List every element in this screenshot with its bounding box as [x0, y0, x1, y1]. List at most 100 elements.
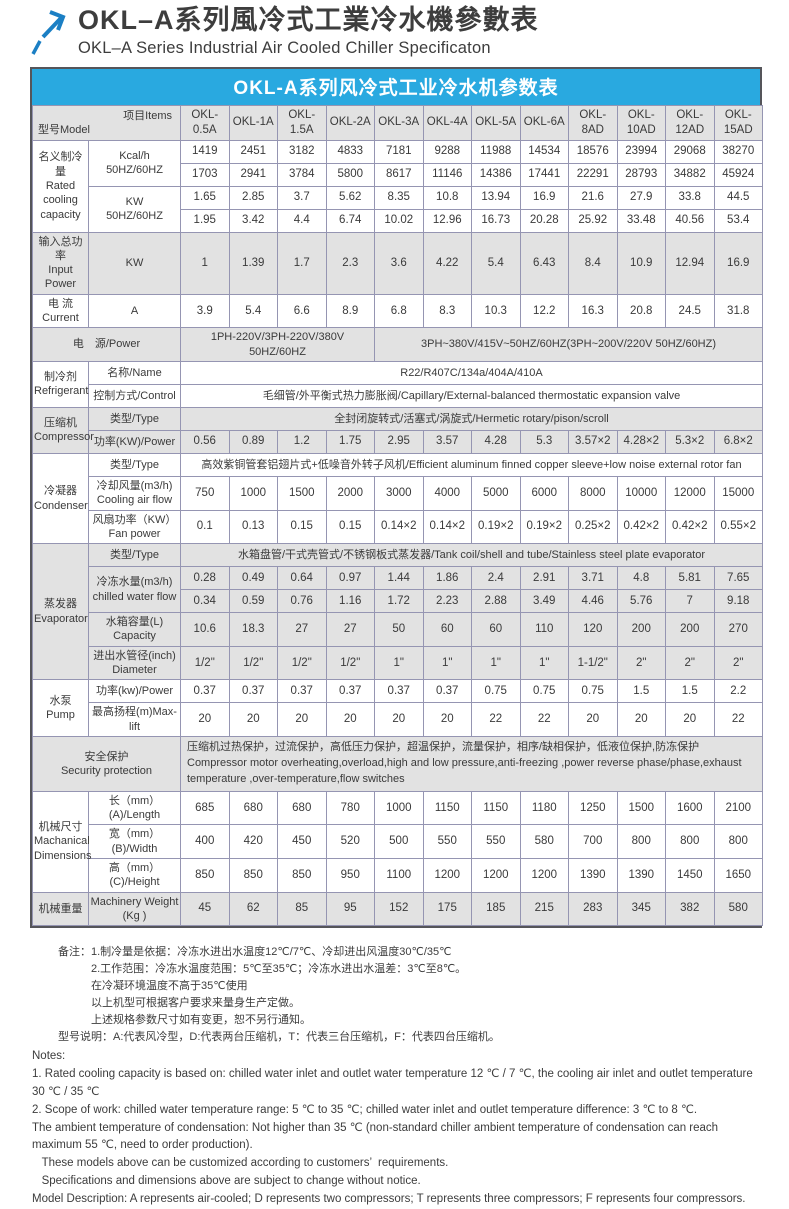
spec-value: 16.9	[519, 185, 569, 210]
spec-value: 12000	[665, 475, 715, 511]
spec-value: 0.55×2	[713, 509, 763, 545]
arrow-up-right-icon	[31, 10, 66, 55]
table-row: 压缩机 Compressor 类型/Type 全封闭旋转式/活塞式/涡旋式/Herm…	[32, 406, 763, 454]
spec-value: 2"	[713, 645, 763, 681]
spec-value: 1"	[422, 645, 472, 681]
spec-value: 2100	[713, 790, 763, 826]
spec-value: 20.28	[519, 208, 569, 233]
spec-value: 4.28	[471, 429, 521, 454]
spec-value: 7	[665, 589, 715, 614]
spec-value: 4.28×2	[616, 429, 666, 454]
model-column-header: OKL-8AD	[568, 104, 618, 141]
table-title: OKL-A系列风冷式工业冷水机参数表	[32, 68, 760, 105]
notes-zh: 备注：1.制冷量是依据：冷冻水进出水温度12℃/7℃、冷却进出风温度30℃/35…	[58, 944, 762, 1046]
spec-value: 1.5	[665, 679, 715, 704]
spec-value: 0.37	[422, 679, 472, 704]
spec-value: 3182	[277, 139, 327, 164]
power-supply-three: 3PH~380V/415V~50HZ/60HZ(3PH~200V/220V 50…	[374, 327, 763, 362]
spec-value: 1390	[568, 857, 618, 893]
spec-value: 1.7	[277, 231, 327, 295]
spec-value: 6.43	[519, 231, 569, 295]
spec-value: 550	[471, 824, 521, 859]
spec-value: 0.37	[180, 679, 230, 704]
table-row: 进出水管径(inch) Diameter 1/2" 1/2" 1/2" 1/2" 1" 1"…	[33, 645, 763, 681]
spec-value: 25.92	[568, 208, 618, 233]
spec-value: 38270	[713, 139, 763, 164]
spec-value: 700	[568, 824, 618, 859]
spec-value: 110	[519, 612, 569, 647]
spec-value: 2.23	[422, 589, 472, 614]
table-row: 蒸发器 Evaporator 类型/Type 水箱盘管/干式壳管式/不锈钢板式蒸发器…	[32, 543, 763, 681]
spec-value: 28793	[616, 162, 666, 187]
model-column-header: OKL-6A	[519, 104, 569, 141]
spec-value: 1250	[568, 790, 618, 826]
group-label-mechanical-dimensions: 机械尺寸 Machanical Dimensions	[32, 790, 91, 893]
group-label-machinery-weight: 机械重量	[32, 891, 89, 927]
spec-value: 0.13	[228, 509, 278, 545]
spec-value: 3.71	[568, 566, 618, 591]
spec-value: 850	[180, 857, 230, 893]
compressor-type: 全封闭旋转式/活塞式/涡旋式/Hermetic rotary/pison/scr…	[180, 406, 763, 431]
spec-value: 20	[325, 702, 375, 737]
spec-value: 9288	[422, 139, 472, 164]
note-line-zh: 上述规格参数尺寸如有变更，恕不另行通知。	[58, 1014, 311, 1027]
spec-value: 20	[228, 702, 278, 737]
spec-value: 345	[616, 891, 666, 927]
spec-value: 5.81	[665, 566, 715, 591]
spec-value: 215	[519, 891, 569, 927]
group-label-current: 电 流 Current	[32, 293, 89, 329]
spec-value: 1419	[180, 139, 230, 164]
note-line-en: 2. Scope of work: chilled water temperat…	[32, 1103, 698, 1116]
table-row: 1.95 3.42 4.4 6.74 10.02 12.96 16.73 20.28 25.92…	[33, 208, 763, 233]
group-label-security-protection: 安全保护 Security protection	[32, 735, 181, 792]
spec-value: 5.3	[519, 429, 569, 454]
spec-value: 22	[713, 702, 763, 737]
item-label-fan-power: 风扇功率（KW） Fan power	[88, 509, 181, 545]
note-line-zh: 型号说明：A:代表风冷型，D:代表两台压缩机，T：代表三台压缩机，F：代表四台压…	[58, 1031, 500, 1044]
item-label-pump-power: 功率(kw)/Power	[88, 679, 181, 704]
spec-value: 33.8	[665, 185, 715, 210]
spec-value: 800	[713, 824, 763, 859]
item-label-compressor-power: 功率(KW)/Power	[88, 429, 181, 454]
spec-value: 27.9	[616, 185, 666, 210]
note-line-zh: 以上机型可根据客户要求来量身生产定做。	[58, 997, 300, 1010]
note-line-en: Model Description: A represents air-cool…	[32, 1192, 746, 1205]
spec-value: 0.97	[325, 566, 375, 591]
item-label-max-lift: 最高扬程(m)Max-lift	[88, 702, 181, 737]
spec-value: 5000	[471, 475, 521, 511]
spec-value: 680	[277, 790, 327, 826]
spec-value: 7.65	[713, 566, 763, 591]
spec-value: 20	[180, 702, 230, 737]
note-line-en: Specifications and dimensions above are …	[32, 1175, 421, 1188]
spec-value: 3.7	[277, 185, 327, 210]
table-row: 制冷剂 Refrigerant 名称/Name R22/R407C/134a/404…	[32, 360, 763, 408]
spec-value: 1	[180, 231, 230, 295]
item-label-a-unit: A	[88, 293, 181, 329]
table-row: 冷冻水量(m3/h) chilled water flow 0.28 0.49 0.6…	[33, 566, 763, 614]
group-label-condenser: 冷凝器 Condenser	[32, 452, 89, 545]
spec-value: 1.86	[422, 566, 472, 591]
table-row: 机械重量 Machinery Weight (Kg ) 45 62 85 95 152 175…	[32, 891, 763, 927]
spec-value: 1703	[180, 162, 230, 187]
table-row: 风扇功率（KW） Fan power 0.1 0.13 0.15 0.15 0.14×2 0…	[33, 509, 763, 545]
spec-value: 2.4	[471, 566, 521, 591]
spec-value: 20	[568, 702, 618, 737]
spec-value: 1450	[665, 857, 715, 893]
spec-value: 0.25×2	[568, 509, 618, 545]
spec-table: 型号Model 项目Items OKL-0.5A OKL-1A OKL-1.5A OKL-…	[32, 104, 763, 927]
spec-value: 44.5	[713, 185, 763, 210]
spec-value: 0.1	[180, 509, 230, 545]
group-label-power-supply: 电 源/Power	[32, 327, 181, 362]
spec-value: 1/2"	[180, 645, 230, 681]
spec-value: 21.6	[568, 185, 618, 210]
spec-value: 17441	[519, 162, 569, 187]
spec-value: 2.2	[713, 679, 763, 704]
spec-value: 1390	[616, 857, 666, 893]
evaporator-type: 水箱盘管/干式壳管式/不锈钢板式蒸发器/Tank coil/shell and …	[180, 543, 763, 568]
model-column-header: OKL-1A	[228, 104, 278, 141]
spec-value: 780	[325, 790, 375, 826]
spec-value: 40.56	[665, 208, 715, 233]
spec-value: 1650	[713, 857, 763, 893]
spec-value: 0.19×2	[471, 509, 521, 545]
note-line-en: These models above can be customized acc…	[32, 1157, 449, 1170]
